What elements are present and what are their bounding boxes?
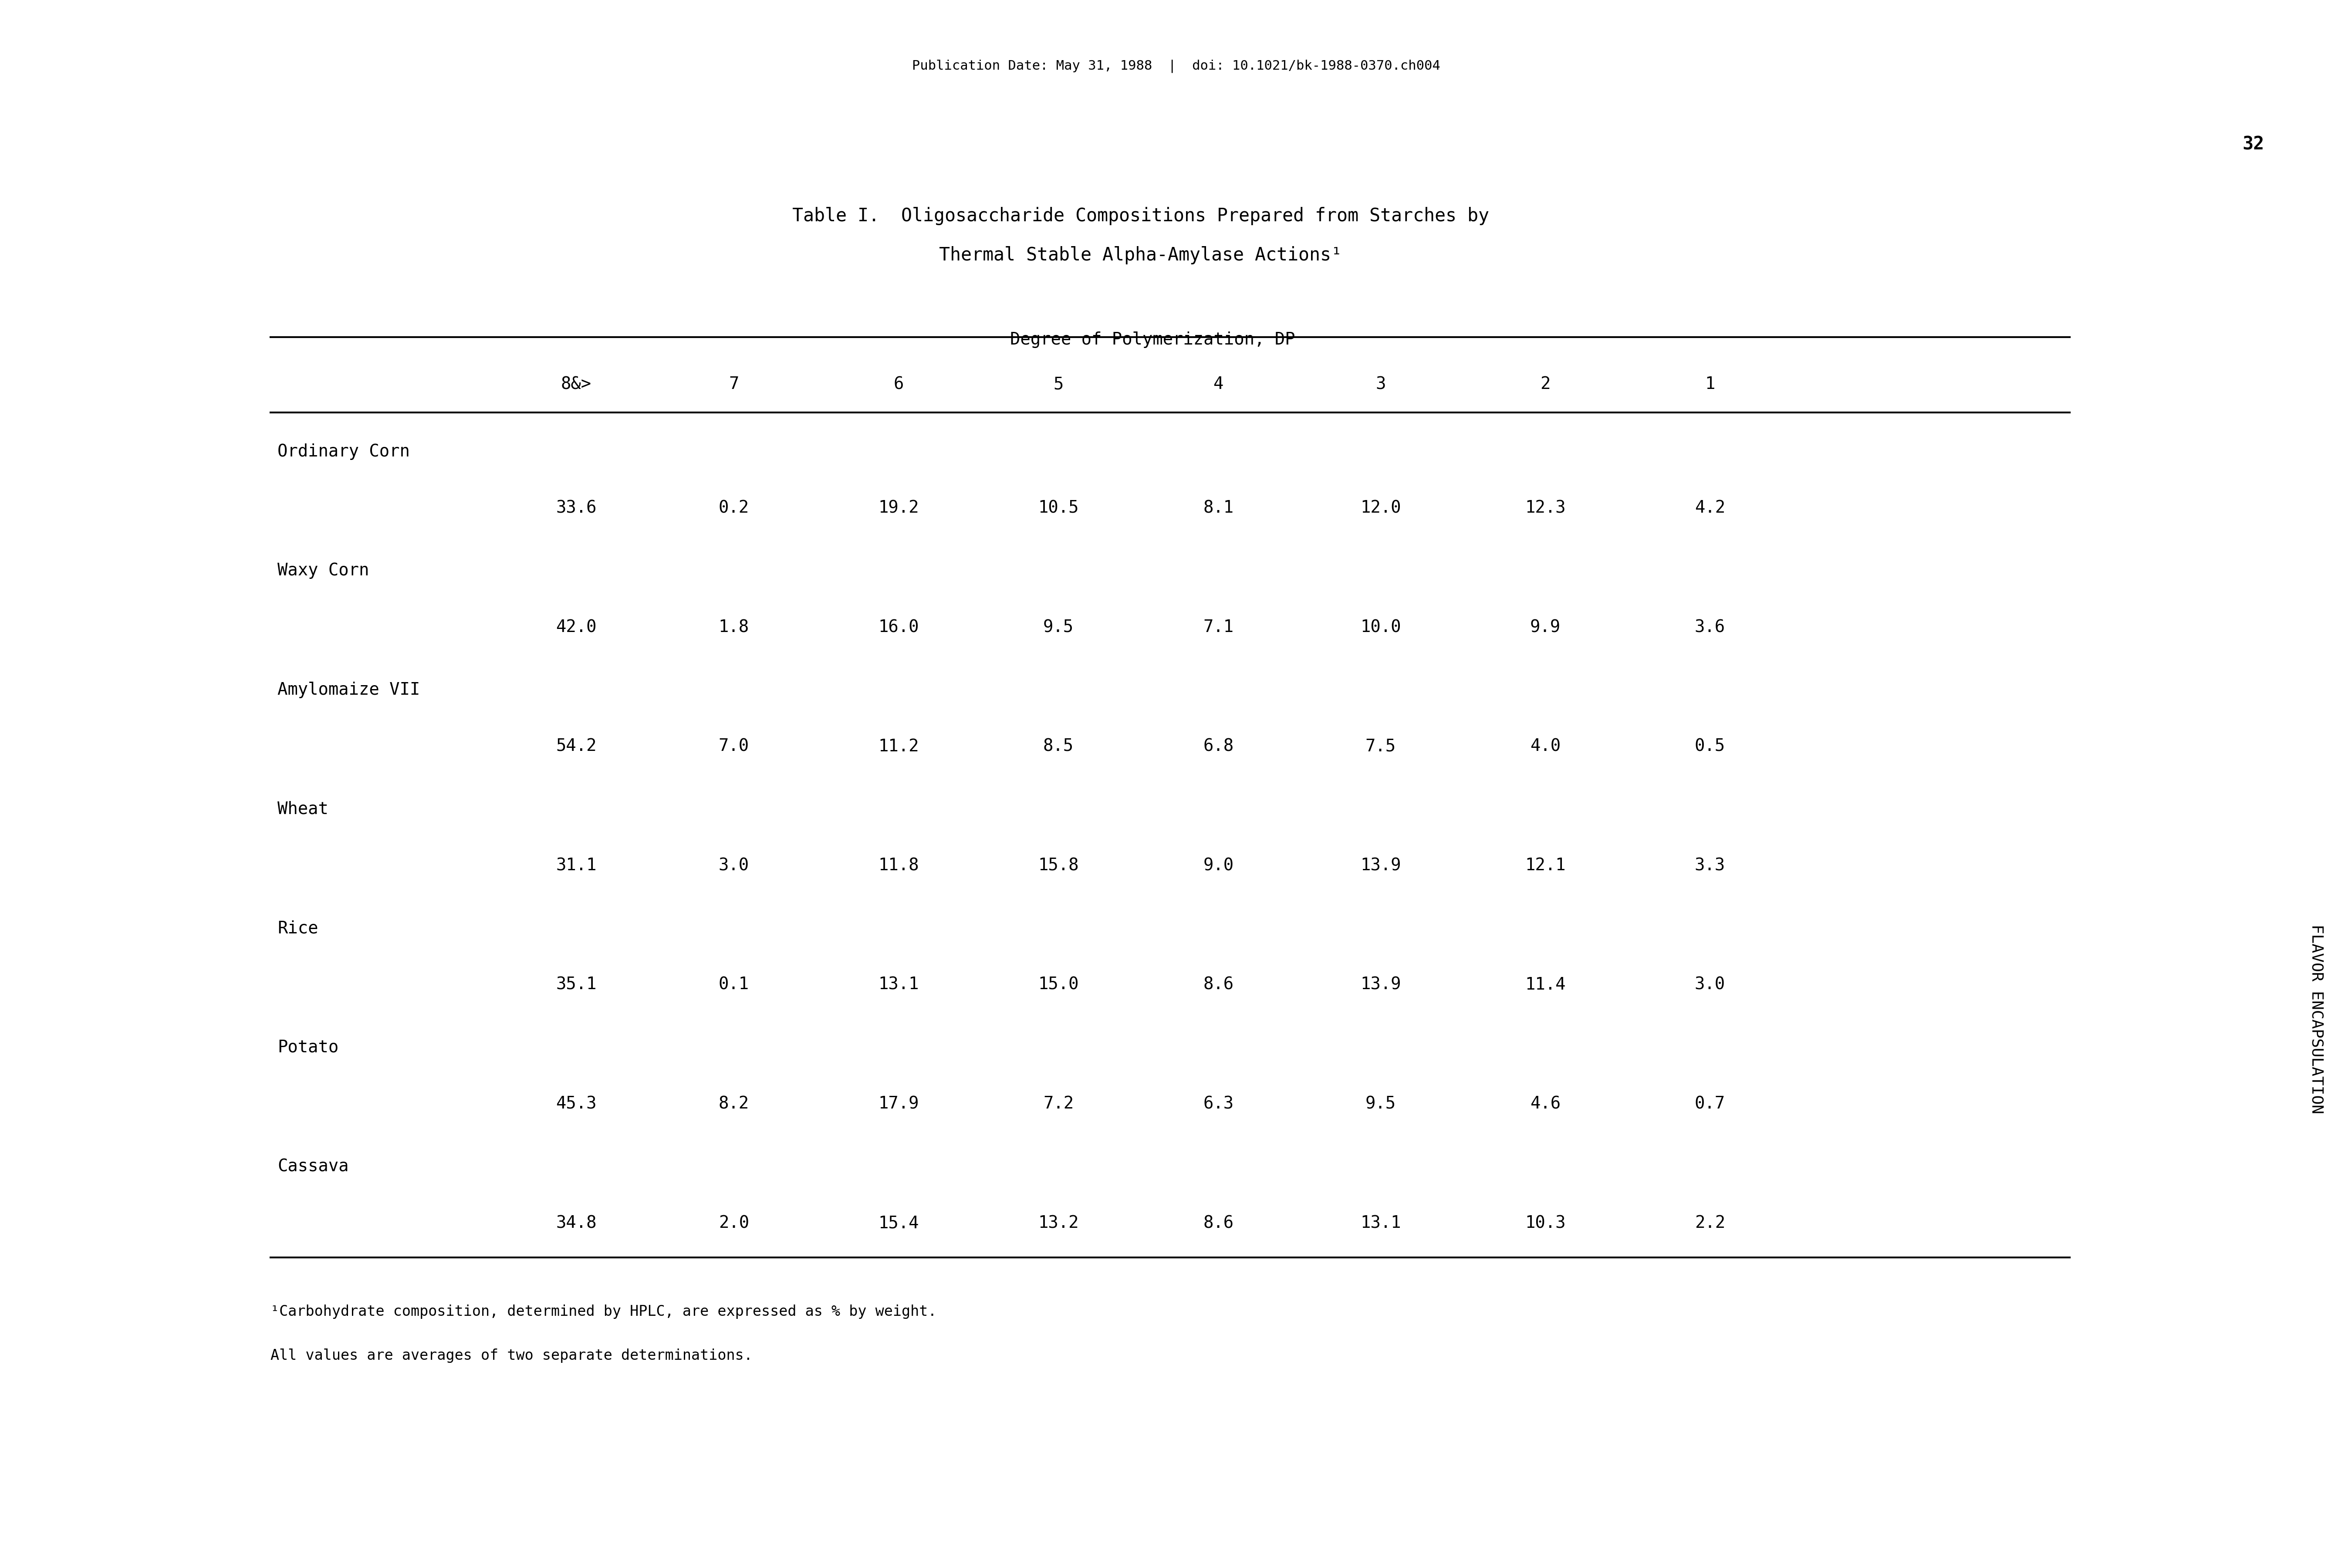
Text: 2.2: 2.2 [1696,1215,1724,1231]
Text: 16.0: 16.0 [877,619,920,635]
Text: 7.2: 7.2 [1044,1096,1073,1112]
Text: 3.0: 3.0 [720,858,748,873]
Text: 3: 3 [1376,376,1385,392]
Text: 4.0: 4.0 [1531,739,1559,754]
Text: 9.5: 9.5 [1367,1096,1395,1112]
Text: 15.0: 15.0 [1037,977,1080,993]
Text: 4: 4 [1214,376,1223,392]
Text: Thermal Stable Alpha-Amylase Actions¹: Thermal Stable Alpha-Amylase Actions¹ [938,246,1343,265]
Text: 0.7: 0.7 [1696,1096,1724,1112]
Text: 8.6: 8.6 [1204,1215,1232,1231]
Text: 13.9: 13.9 [1359,858,1402,873]
Text: 34.8: 34.8 [555,1215,597,1231]
Text: 33.6: 33.6 [555,500,597,516]
Text: ¹Carbohydrate composition, determined by HPLC, are expressed as % by weight.: ¹Carbohydrate composition, determined by… [270,1305,936,1319]
Text: Potato: Potato [278,1040,339,1055]
Text: Rice: Rice [278,920,318,936]
Text: 7.5: 7.5 [1367,739,1395,754]
Text: 4.6: 4.6 [1531,1096,1559,1112]
Text: Cassava: Cassava [278,1159,348,1174]
Text: Wheat: Wheat [278,801,329,817]
Text: Publication Date: May 31, 1988  |  doi: 10.1021/bk-1988-0370.ch004: Publication Date: May 31, 1988 | doi: 10… [913,60,1439,72]
Text: 12.0: 12.0 [1359,500,1402,516]
Text: 13.1: 13.1 [877,977,920,993]
Text: 11.4: 11.4 [1524,977,1566,993]
Text: 4.2: 4.2 [1696,500,1724,516]
Text: 45.3: 45.3 [555,1096,597,1112]
Text: 9.5: 9.5 [1044,619,1073,635]
Text: 6.3: 6.3 [1204,1096,1232,1112]
Text: 9.9: 9.9 [1531,619,1559,635]
Text: 8&>: 8&> [562,376,590,392]
Text: 7.1: 7.1 [1204,619,1232,635]
Text: 2: 2 [1541,376,1550,392]
Text: 3.3: 3.3 [1696,858,1724,873]
Text: 0.5: 0.5 [1696,739,1724,754]
Text: 1: 1 [1705,376,1715,392]
Text: 11.2: 11.2 [877,739,920,754]
Text: 31.1: 31.1 [555,858,597,873]
Text: 7: 7 [729,376,739,392]
Text: 10.0: 10.0 [1359,619,1402,635]
Text: 54.2: 54.2 [555,739,597,754]
Text: 35.1: 35.1 [555,977,597,993]
Text: 12.1: 12.1 [1524,858,1566,873]
Text: 11.8: 11.8 [877,858,920,873]
Text: 15.4: 15.4 [877,1215,920,1231]
Text: Table I.  Oligosaccharide Compositions Prepared from Starches by: Table I. Oligosaccharide Compositions Pr… [793,207,1489,226]
Text: All values are averages of two separate determinations.: All values are averages of two separate … [270,1348,753,1363]
Text: 13.9: 13.9 [1359,977,1402,993]
Text: 32: 32 [2241,135,2265,154]
Text: 10.5: 10.5 [1037,500,1080,516]
Text: 15.8: 15.8 [1037,858,1080,873]
Text: 42.0: 42.0 [555,619,597,635]
Text: 1.8: 1.8 [720,619,748,635]
Text: 13.2: 13.2 [1037,1215,1080,1231]
Text: Ordinary Corn: Ordinary Corn [278,444,409,459]
Text: 17.9: 17.9 [877,1096,920,1112]
Text: 8.5: 8.5 [1044,739,1073,754]
Text: 3.0: 3.0 [1696,977,1724,993]
Text: 8.2: 8.2 [720,1096,748,1112]
Text: Degree of Polymerization, DP: Degree of Polymerization, DP [1009,331,1296,348]
Text: 2.0: 2.0 [720,1215,748,1231]
Text: 0.1: 0.1 [720,977,748,993]
Text: 19.2: 19.2 [877,500,920,516]
Text: 8.6: 8.6 [1204,977,1232,993]
Text: Waxy Corn: Waxy Corn [278,563,369,579]
Text: 8.1: 8.1 [1204,500,1232,516]
Text: 7.0: 7.0 [720,739,748,754]
Text: FLAVOR ENCAPSULATION: FLAVOR ENCAPSULATION [2310,925,2324,1113]
Text: 0.2: 0.2 [720,500,748,516]
Text: 9.0: 9.0 [1204,858,1232,873]
Text: 10.3: 10.3 [1524,1215,1566,1231]
Text: 13.1: 13.1 [1359,1215,1402,1231]
Text: 6: 6 [894,376,903,392]
Text: Amylomaize VII: Amylomaize VII [278,682,421,698]
Text: 6.8: 6.8 [1204,739,1232,754]
Text: 5: 5 [1054,376,1063,392]
Text: 12.3: 12.3 [1524,500,1566,516]
Text: 3.6: 3.6 [1696,619,1724,635]
